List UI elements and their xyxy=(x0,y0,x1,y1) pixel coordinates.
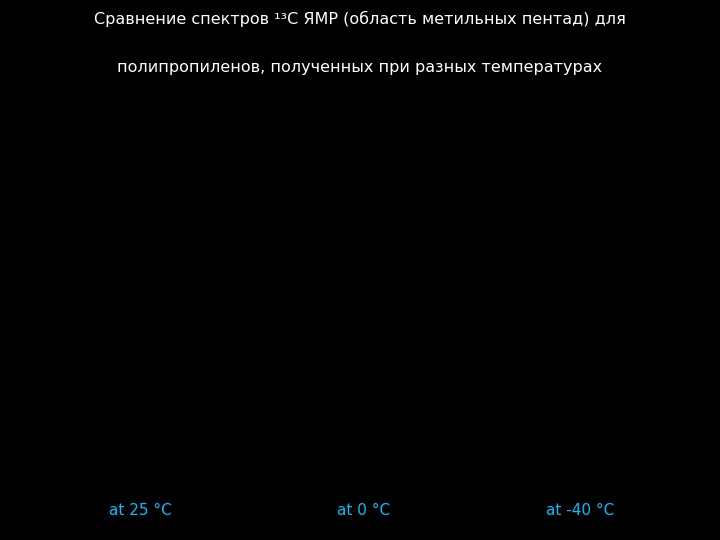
Text: m: m xyxy=(584,155,595,165)
Text: m: m xyxy=(595,275,605,286)
Text: at 25 °C: at 25 °C xyxy=(109,503,172,518)
Text: m: m xyxy=(584,178,595,188)
Text: m: m xyxy=(584,109,595,118)
Text: полипропиленов, полученных при разных температурах: полипропиленов, полученных при разных те… xyxy=(117,60,603,75)
Text: at -40 °C: at -40 °C xyxy=(546,503,614,518)
Text: m: m xyxy=(617,315,626,325)
Text: m: m xyxy=(595,237,605,247)
Text: a: a xyxy=(135,483,145,501)
Text: r: r xyxy=(617,256,621,266)
Text: r: r xyxy=(617,295,621,305)
Text: m: m xyxy=(595,334,605,345)
Text: m: m xyxy=(595,256,605,266)
Text: r: r xyxy=(617,334,621,345)
Text: m: m xyxy=(617,275,626,286)
Text: m: m xyxy=(595,315,605,325)
Text: m: m xyxy=(617,237,626,247)
Text: rr: rr xyxy=(409,370,420,383)
Text: c: c xyxy=(575,483,585,501)
Text: Сравнение спектров ¹³C ЯМР (область метильных пентад) для: Сравнение спектров ¹³C ЯМР (область мети… xyxy=(94,11,626,27)
Text: m: m xyxy=(584,132,595,141)
Text: at 0 °C: at 0 °C xyxy=(337,503,390,518)
Text: m: m xyxy=(584,201,595,211)
Text: r: r xyxy=(595,295,600,305)
Text: b: b xyxy=(358,483,369,501)
